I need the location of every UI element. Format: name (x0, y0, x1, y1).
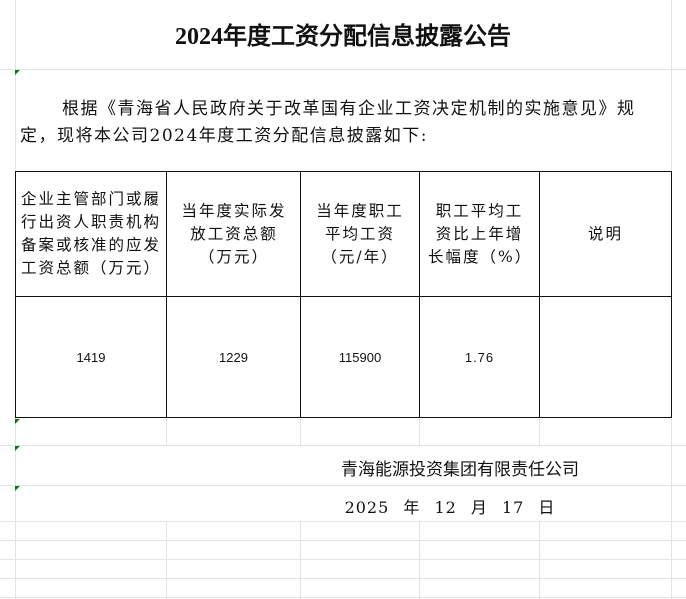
gridline (0, 485, 686, 486)
comment-marker (15, 419, 20, 424)
gridline (539, 418, 540, 445)
gridline (300, 521, 301, 599)
gridline (0, 445, 686, 446)
gridline (0, 521, 686, 522)
company-name: 青海能源投资集团有限责任公司 (341, 460, 579, 480)
header-average-wage: 当年度职工平均工资（元/年） (316, 201, 404, 266)
announcement-date: 2025 年 12 月 17 日 (344, 498, 556, 517)
gridline (300, 418, 301, 445)
table-border (15, 417, 672, 418)
gridline (539, 521, 540, 599)
comment-marker (15, 486, 20, 491)
comment-marker (15, 446, 20, 451)
gridline (0, 597, 686, 598)
gridline (166, 418, 167, 445)
gridline (166, 521, 167, 599)
gridline (419, 418, 420, 445)
gridline (0, 578, 686, 579)
intro-paragraph: 根据《青海省人民政府关于改革国有企业工资决定机制的实施意见》规定，现将本公司20… (20, 99, 636, 146)
comment-marker (15, 70, 20, 75)
cell-approved-total: 1419 (76, 349, 106, 365)
page-title: 2024年度工资分配信息披露公告 (175, 24, 511, 50)
cell-growth-rate: 1.76 (464, 349, 495, 365)
gridline (419, 521, 420, 599)
table-border (15, 171, 16, 418)
header-notes: 说明 (587, 224, 623, 243)
gridline (0, 540, 686, 541)
cell-average-wage: 115900 (338, 349, 382, 365)
table-border (671, 171, 672, 418)
gridline (0, 559, 686, 560)
header-approved-total: 企业主管部门或履行出资人职责机构备案或核准的应发工资总额（万元） (21, 190, 162, 277)
cell-notes (540, 297, 671, 417)
table-border (539, 171, 540, 418)
cell-actual-total: 1229 (219, 349, 248, 365)
gridline (0, 69, 686, 70)
header-actual-total: 当年度实际发放工资总额（万元） (181, 201, 287, 266)
table-border (300, 171, 301, 418)
header-growth-rate: 职工平均工资比上年增长幅度（%） (428, 201, 533, 266)
table-border (419, 171, 420, 418)
table-border (166, 171, 167, 418)
table-border (15, 171, 672, 172)
table-border (15, 296, 672, 297)
